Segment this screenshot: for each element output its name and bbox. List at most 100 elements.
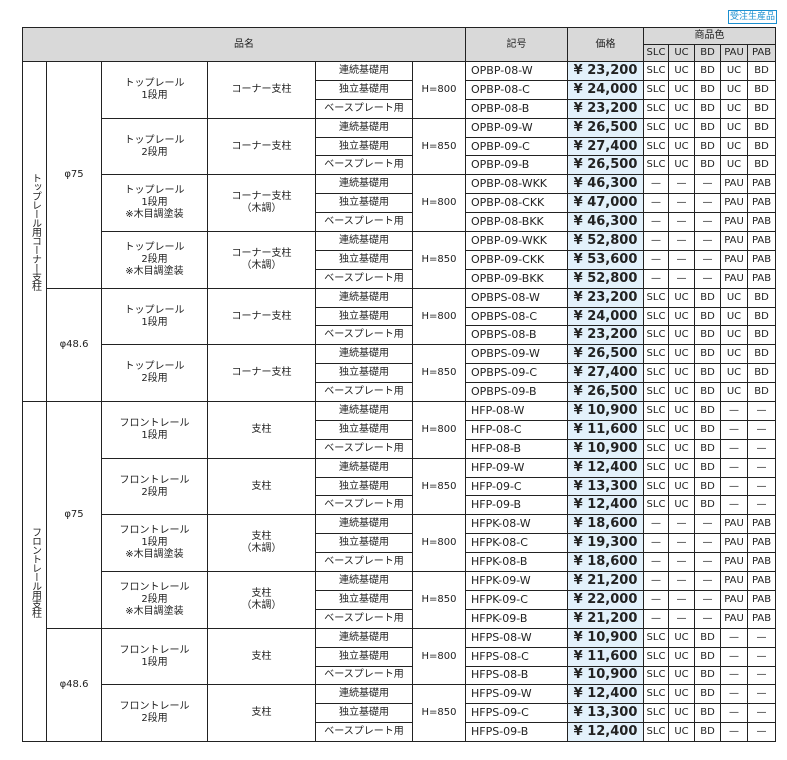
color-availability: SLC: [643, 98, 669, 119]
post-type: コーナー支柱: [207, 344, 316, 403]
color-availability: UC: [668, 382, 695, 403]
table-row: ベースプレート用 OPBP-09-B ¥ 26,500 SLC UC BD UC BD: [23, 155, 777, 176]
section-label: フロントレール用支柱: [22, 401, 47, 743]
base-type: 独立基礎用: [315, 363, 413, 384]
price: ¥ 12,400: [567, 684, 644, 705]
color-availability: PAU: [720, 212, 748, 233]
product-code: OPBPS-09-B: [465, 382, 568, 403]
product-name: トップレール 2段用: [101, 344, 208, 403]
base-type: 独立基礎用: [315, 136, 413, 157]
color-availability: —: [643, 608, 669, 629]
color-availability: UC: [668, 495, 695, 516]
color-availability: PAB: [746, 589, 777, 610]
price: ¥ 18,600: [567, 514, 644, 535]
color-availability: BD: [746, 344, 777, 365]
color-availability: SLC: [643, 363, 669, 384]
base-type: ベースプレート用: [315, 268, 413, 289]
color-availability: —: [746, 684, 777, 705]
product-code: OPBPS-08-B: [465, 325, 568, 346]
base-type: 独立基礎用: [315, 646, 413, 667]
color-availability: PAB: [746, 533, 777, 554]
base-type: ベースプレート用: [315, 325, 413, 346]
price: ¥ 12,400: [567, 457, 644, 478]
product-code: OPBP-08-C: [465, 79, 568, 100]
color-availability: BD: [694, 627, 721, 648]
header-color-bd: BD: [694, 44, 721, 62]
color-availability: BD: [746, 136, 777, 157]
made-to-order-badge: 受注生産品: [728, 10, 778, 24]
color-availability: SLC: [643, 627, 669, 648]
color-availability: BD: [694, 344, 721, 365]
table-row: ベースプレート用 HFP-08-B ¥ 10,900 SLC UC BD — —: [23, 438, 777, 459]
color-availability: UC: [720, 382, 748, 403]
height: H=800: [412, 61, 466, 119]
color-availability: BD: [746, 155, 777, 176]
table-row: ベースプレート用 OPBP-08-B ¥ 23,200 SLC UC BD UC BD: [23, 98, 777, 119]
color-availability: PAU: [720, 249, 748, 270]
color-availability: UC: [720, 325, 748, 346]
base-type: 連続基礎用: [315, 571, 413, 591]
product-name: フロントレール 2段用 ※木目調塗装: [101, 571, 208, 629]
price: ¥ 47,000: [567, 193, 644, 214]
color-availability: BD: [746, 382, 777, 403]
color-availability: UC: [668, 401, 695, 421]
diameter-label: φ48.6: [46, 627, 102, 743]
height: H=850: [412, 571, 466, 629]
color-availability: SLC: [643, 401, 669, 421]
color-availability: SLC: [643, 703, 669, 724]
height: H=850: [412, 231, 466, 289]
color-availability: —: [643, 268, 669, 289]
color-availability: UC: [668, 344, 695, 365]
base-type: 独立基礎用: [315, 249, 413, 270]
price: ¥ 26,500: [567, 155, 644, 176]
color-availability: —: [694, 571, 721, 591]
color-availability: —: [668, 589, 695, 610]
post-type: コーナー支柱 （木調）: [207, 174, 316, 233]
price: ¥ 10,900: [567, 401, 644, 421]
color-availability: —: [694, 249, 721, 270]
price: ¥ 26,500: [567, 344, 644, 365]
color-availability: UC: [720, 363, 748, 384]
color-availability: PAB: [746, 231, 777, 251]
color-availability: UC: [668, 98, 695, 119]
color-availability: SLC: [643, 382, 669, 403]
color-availability: SLC: [643, 155, 669, 176]
base-type: ベースプレート用: [315, 98, 413, 119]
color-availability: UC: [668, 419, 695, 440]
color-availability: UC: [720, 79, 748, 100]
color-availability: —: [694, 174, 721, 195]
base-type: 連続基礎用: [315, 287, 413, 308]
product-code: HFPK-09-B: [465, 608, 568, 629]
product-code: OPBP-08-W: [465, 61, 568, 81]
base-type: 連続基礎用: [315, 514, 413, 535]
product-code: HFP-09-B: [465, 495, 568, 516]
section-label: トップレール用コーナー支柱: [22, 60, 47, 403]
color-availability: PAU: [720, 552, 748, 573]
price: ¥ 52,800: [567, 268, 644, 289]
price: ¥ 12,400: [567, 722, 644, 743]
color-availability: BD: [746, 117, 777, 138]
color-availability: BD: [694, 287, 721, 308]
product-code: HFPK-08-C: [465, 533, 568, 554]
color-availability: —: [746, 419, 777, 440]
color-availability: —: [643, 249, 669, 270]
color-availability: BD: [694, 401, 721, 421]
table-row: 独立基礎用 OPBP-09-C ¥ 27,400 SLC UC BD UC BD: [23, 136, 777, 157]
color-availability: BD: [694, 476, 721, 497]
color-availability: —: [668, 174, 695, 195]
height: H=800: [412, 287, 466, 346]
color-availability: SLC: [643, 61, 669, 81]
color-availability: BD: [694, 722, 721, 743]
header-color-pab: PAB: [746, 44, 777, 62]
color-availability: —: [668, 552, 695, 573]
base-type: 連続基礎用: [315, 117, 413, 138]
price: ¥ 23,200: [567, 61, 644, 81]
color-availability: —: [668, 514, 695, 535]
color-availability: —: [668, 212, 695, 233]
color-availability: —: [746, 401, 777, 421]
table-row: ベースプレート用 HFP-09-B ¥ 12,400 SLC UC BD — —: [23, 495, 777, 516]
color-availability: SLC: [643, 722, 669, 743]
color-availability: —: [720, 703, 748, 724]
color-availability: —: [694, 268, 721, 289]
price: ¥ 10,900: [567, 627, 644, 648]
